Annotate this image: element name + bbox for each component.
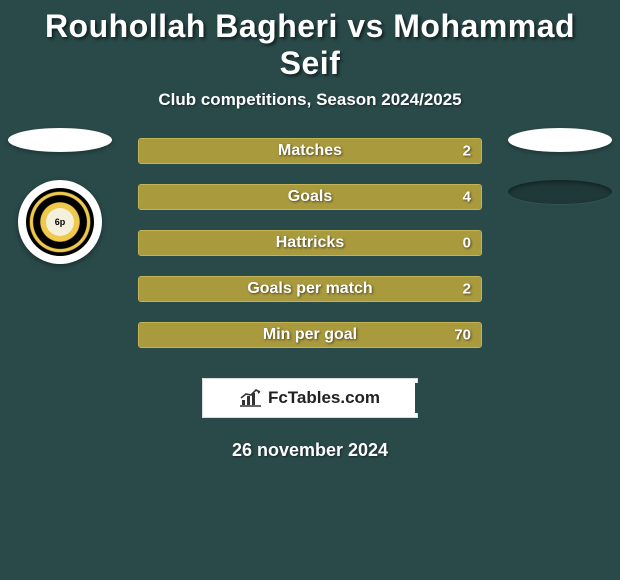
stat-value: 2 (463, 143, 471, 160)
right-player-column (500, 128, 620, 204)
page-title: Rouhollah Bagheri vs Mohammad Seif (0, 4, 620, 90)
stat-row: Hattricks 0 (138, 230, 482, 256)
club-badge-center: 6p (46, 208, 74, 236)
player-name-pill (508, 128, 612, 152)
club-badge-rings: 6p (26, 188, 94, 256)
left-player-column: 6p (0, 128, 120, 264)
stat-label: Goals per match (247, 280, 372, 298)
stat-value: 4 (463, 189, 471, 206)
stat-label: Hattricks (276, 234, 344, 252)
stat-row: Goals 4 (138, 184, 482, 210)
stat-label: Matches (278, 142, 342, 160)
page-root: Rouhollah Bagheri vs Mohammad Seif Club … (0, 0, 620, 461)
stat-value: 0 (463, 235, 471, 252)
stat-row: Matches 2 (138, 138, 482, 164)
stat-value: 70 (454, 327, 471, 344)
brand-attribution[interactable]: FcTables.com (202, 378, 418, 418)
stat-row: Min per goal 70 (138, 322, 482, 348)
player-name-pill-empty (508, 180, 612, 204)
stat-label: Goals (288, 188, 332, 206)
stat-rows: Matches 2 Goals 4 Hattricks 0 Goals per match 2… (138, 138, 482, 348)
stat-label: Min per goal (263, 326, 357, 344)
stat-value: 2 (463, 281, 471, 298)
chart-icon (240, 389, 262, 407)
page-subtitle: Club competitions, Season 2024/2025 (0, 90, 620, 110)
brand-text: FcTables.com (268, 388, 380, 408)
comparison-area: 6p Matches 2 Goals 4 Hattricks 0 Goals per mat… (0, 138, 620, 348)
stat-row: Goals per match 2 (138, 276, 482, 302)
player-name-pill (8, 128, 112, 152)
club-badge: 6p (18, 180, 102, 264)
snapshot-date: 26 november 2024 (0, 440, 620, 461)
